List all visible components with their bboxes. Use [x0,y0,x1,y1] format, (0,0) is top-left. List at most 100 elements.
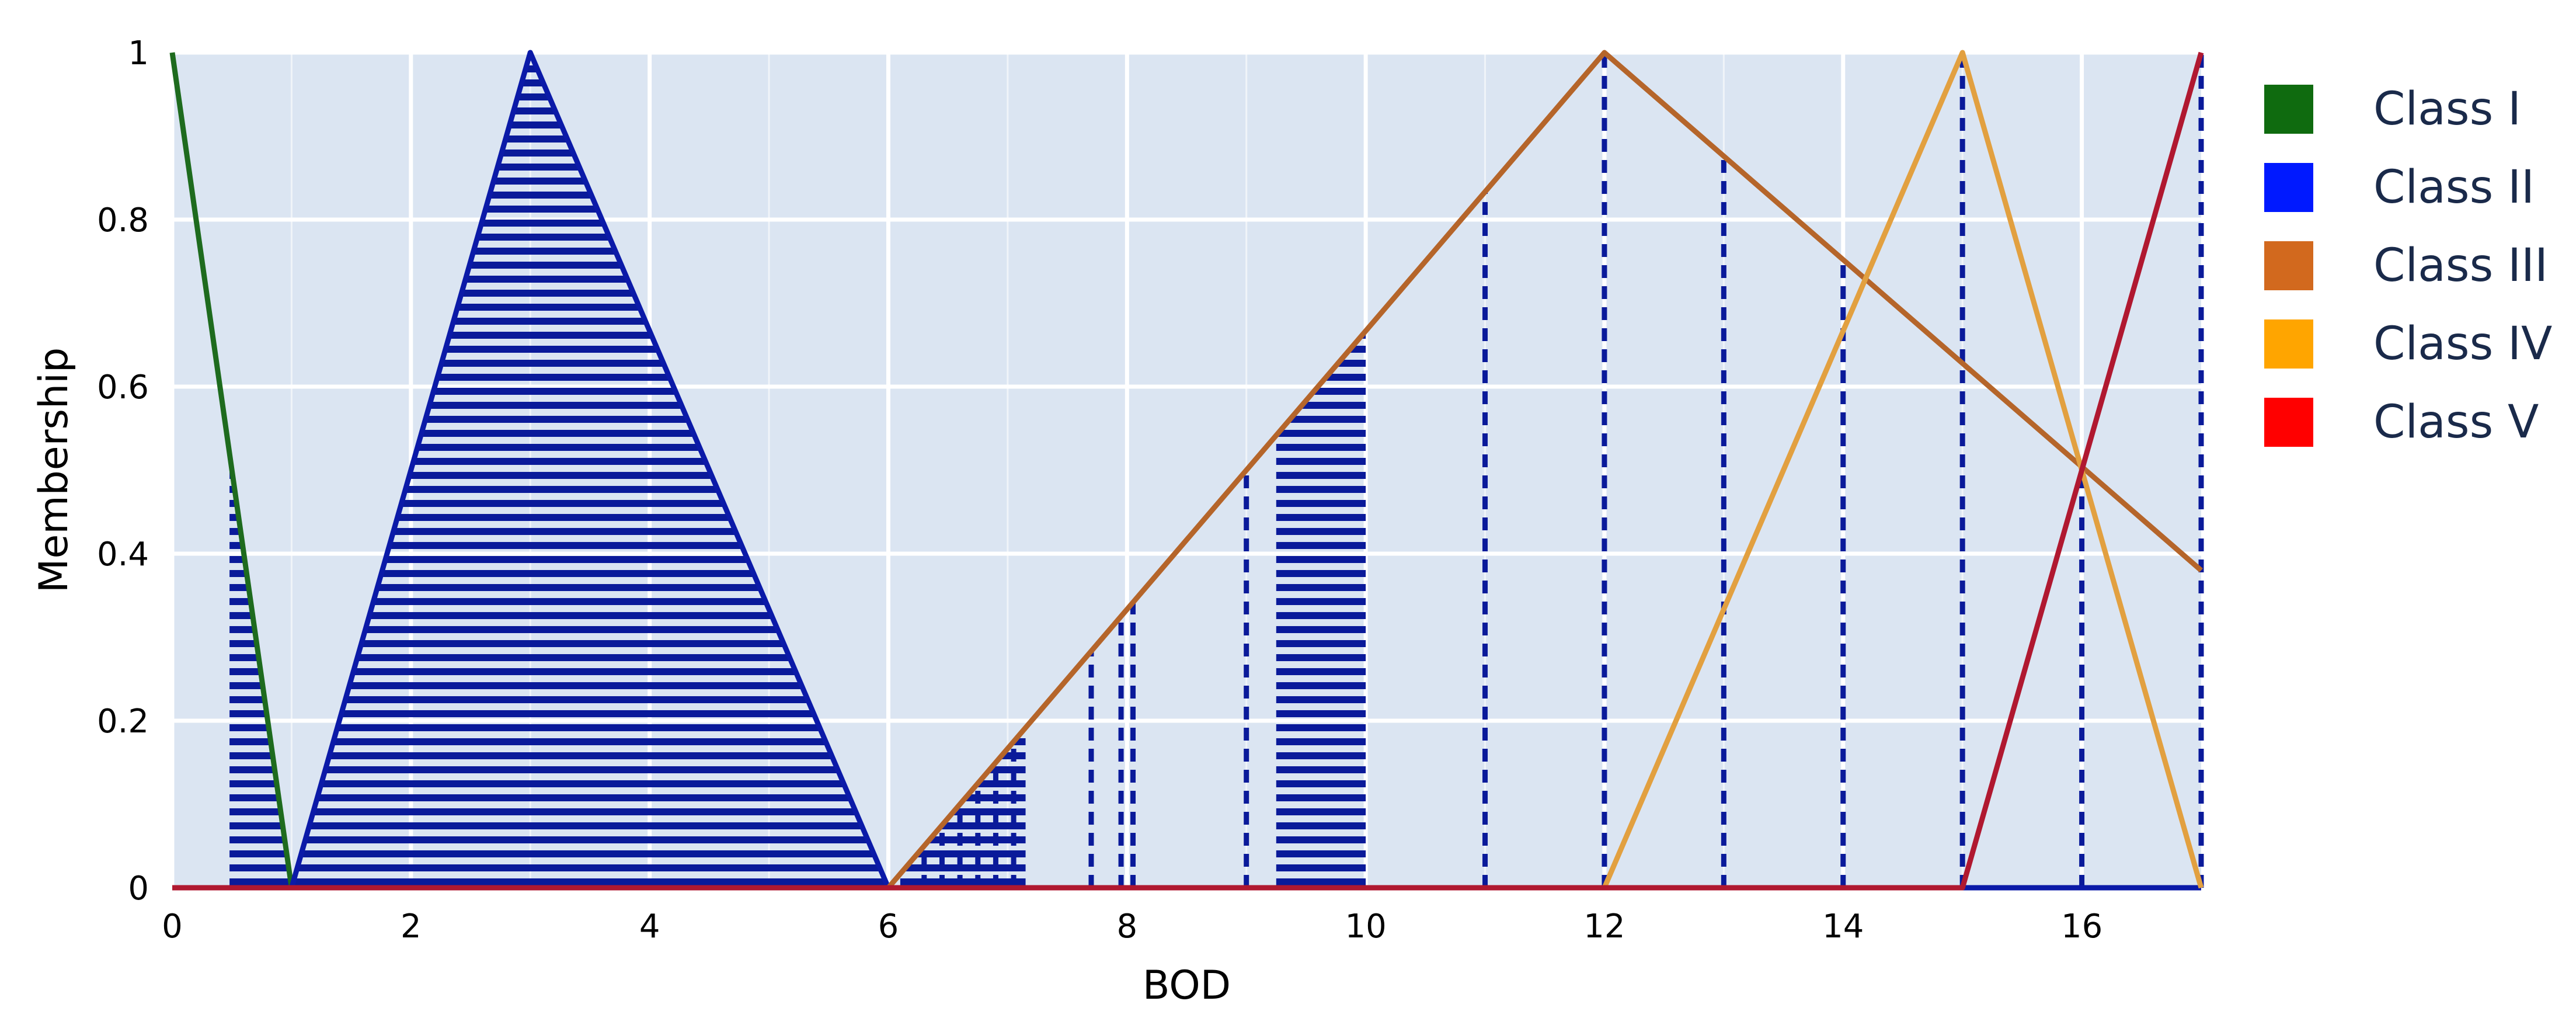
fill-stripe [498,164,580,171]
fill-stripe [493,178,586,185]
fill-stripe [229,836,285,843]
fill-stripe [305,836,868,843]
fill-stripe [229,850,287,857]
fill-stripe [1338,360,1366,367]
fill-stripe [1276,654,1366,661]
fill-stripe [900,878,1026,885]
fill-stripe [342,710,813,717]
fill-stripe [1314,388,1366,395]
fill-stripe [374,598,765,605]
fill-stripe [353,668,796,675]
series-line-5 [172,51,2204,891]
y-tick-label: 0.2 [97,703,149,741]
fill-stripe [409,472,711,479]
fill-stripe [990,766,1026,773]
y-tick-label: 0.6 [97,369,149,406]
fill-stripe [402,500,723,507]
legend-swatch [2264,85,2313,134]
fill-stripe [413,458,705,465]
fill-stripe [1277,430,1366,437]
fill-stripe [1276,808,1366,815]
fill-stripe [441,360,664,367]
fill-stripe [1276,794,1366,801]
fill-stripe [229,780,277,787]
y-axis-ticks: 0 0.2 0.4 0.6 0.8 1 [97,34,149,908]
fill-stripe [1276,640,1366,647]
fill-stripe [465,276,627,283]
fill-stripe [229,626,255,633]
fill-stripe [514,107,555,114]
fill-stripe [486,206,597,213]
x-tick-label: 6 [878,908,899,946]
y-tick-label: 0.4 [97,536,149,574]
fill-stripe [293,878,886,885]
fill-stripe [229,766,274,773]
series-lines [169,50,2204,891]
fill-stripe [977,780,1026,787]
fill-stripe [314,808,856,815]
fill-stripe [1276,542,1366,549]
fill-stripe [478,234,610,241]
fill-stripe [482,220,603,227]
fill-stripe [1276,836,1366,843]
fill-stripe [333,738,826,745]
fill-stripe [461,290,633,297]
fill-stripe [229,682,263,689]
fill-stripe [430,402,681,409]
fill-stripe [445,346,657,353]
fill-stripe [417,444,699,451]
fill-stripe [229,738,271,745]
fill-stripe [229,752,273,759]
fill-stripe [1276,556,1366,563]
dashed-lines [921,53,2204,888]
fill-stripe [1276,444,1366,451]
fill-stripe [229,822,283,829]
fill-stripe [1276,724,1366,731]
fill-stripe [1276,710,1366,717]
fill-stripe [450,332,652,339]
fill-stripe [1276,626,1366,633]
legend: Class I Class II Class III Class IV Class V [2264,83,2552,449]
fill-stripe [337,724,820,731]
fill-stripe [229,724,269,731]
fill-stripe [1276,598,1366,605]
fill-stripe [318,794,850,801]
fill-stripe [489,192,591,199]
x-tick-label: 4 [639,908,660,946]
fill-stripe [377,584,760,591]
legend-swatch [2264,398,2313,447]
fill-stripe [433,388,676,395]
fill-stripe [385,556,748,563]
fill-stripe [321,780,844,787]
fill-stripe [297,864,880,871]
legend-swatch [2264,241,2313,290]
fill-stripe [953,808,1026,815]
x-tick-label: 2 [401,908,422,946]
fill-stripe [1276,878,1366,885]
fill-stripe [1302,402,1366,409]
fill-stripe [229,696,264,703]
fill-stripe [474,248,615,255]
legend-label: Class II [2373,161,2535,214]
fill-stripe [309,822,862,829]
fill-stripe [1276,668,1366,675]
fill-stripe [502,150,573,157]
y-tick-label: 0.8 [97,201,149,239]
fill-stripe [521,79,543,86]
fill-stripe [1276,822,1366,829]
fill-stripe [1276,850,1366,857]
fill-stripe [346,696,807,703]
fill-stripe [357,654,789,661]
fill-stripe [229,500,236,507]
fill-stripe [349,682,802,689]
fill-stripe [365,626,778,633]
x-tick-label: 12 [1583,908,1625,946]
fill-stripe [229,640,257,647]
fill-stripe [229,570,246,577]
fill-stripe [1276,570,1366,577]
y-axis-title: Membership [31,348,77,593]
filled-regions [229,51,1366,885]
fill-stripe [325,766,838,773]
legend-swatch [2264,163,2313,212]
